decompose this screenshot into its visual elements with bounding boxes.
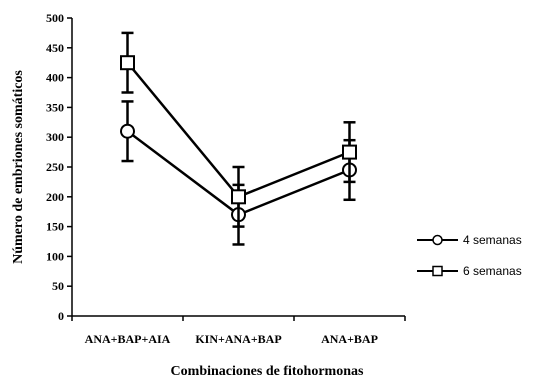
y-tick-label: 250 [46, 160, 64, 174]
data-point [231, 189, 246, 205]
legend-marker [432, 234, 443, 246]
y-axis-title: Número de embriones somáticos [11, 70, 26, 264]
y-tick-label: 200 [46, 190, 64, 204]
series-layer [120, 31, 357, 246]
x-tick-label: ANA+BAP [321, 332, 378, 346]
series-2 [120, 31, 357, 228]
y-tick-label: 50 [52, 279, 64, 293]
data-point [120, 55, 135, 71]
axes: 0 50 100 150 200 250 300 350 400 450 500 ANA+BAP+AI… [46, 11, 406, 346]
y-tick-label: 450 [46, 41, 64, 55]
y-tick-label: 0 [58, 309, 64, 323]
legend-item: 4 semanas [417, 233, 522, 247]
y-tick-label: 300 [46, 130, 64, 144]
legend-marker [432, 265, 443, 277]
y-tick-label: 150 [46, 220, 64, 234]
y-tick-label: 400 [46, 71, 64, 85]
y-tick-label: 350 [46, 100, 64, 114]
y-tick-label: 100 [46, 249, 64, 263]
legend-label: 4 semanas [463, 233, 522, 247]
x-tick-label: KIN+ANA+BAP [195, 332, 281, 346]
legend-label: 6 semanas [463, 264, 522, 278]
y-tick-label: 500 [46, 11, 64, 25]
data-point [342, 144, 357, 160]
x-axis-title: Combinaciones de fitohormonas [171, 364, 364, 379]
legend: 4 semanas 6 semanas [417, 233, 522, 278]
legend-item: 6 semanas [417, 264, 522, 278]
data-point [120, 123, 135, 139]
x-tick-label: ANA+BAP+AIA [85, 332, 171, 346]
